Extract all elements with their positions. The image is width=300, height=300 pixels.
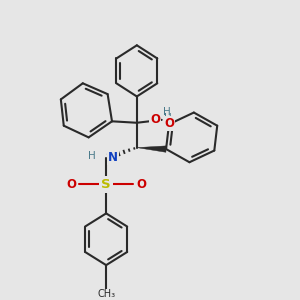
Text: O: O (164, 117, 174, 130)
Text: H: H (163, 107, 171, 117)
Text: CH₃: CH₃ (97, 290, 115, 299)
Text: H: H (164, 113, 172, 123)
Text: O: O (150, 113, 160, 126)
Text: H: H (88, 152, 95, 161)
Text: O: O (66, 178, 76, 191)
Text: S: S (101, 178, 111, 191)
Text: O: O (136, 178, 146, 191)
Text: N: N (108, 151, 118, 164)
Polygon shape (137, 146, 166, 152)
